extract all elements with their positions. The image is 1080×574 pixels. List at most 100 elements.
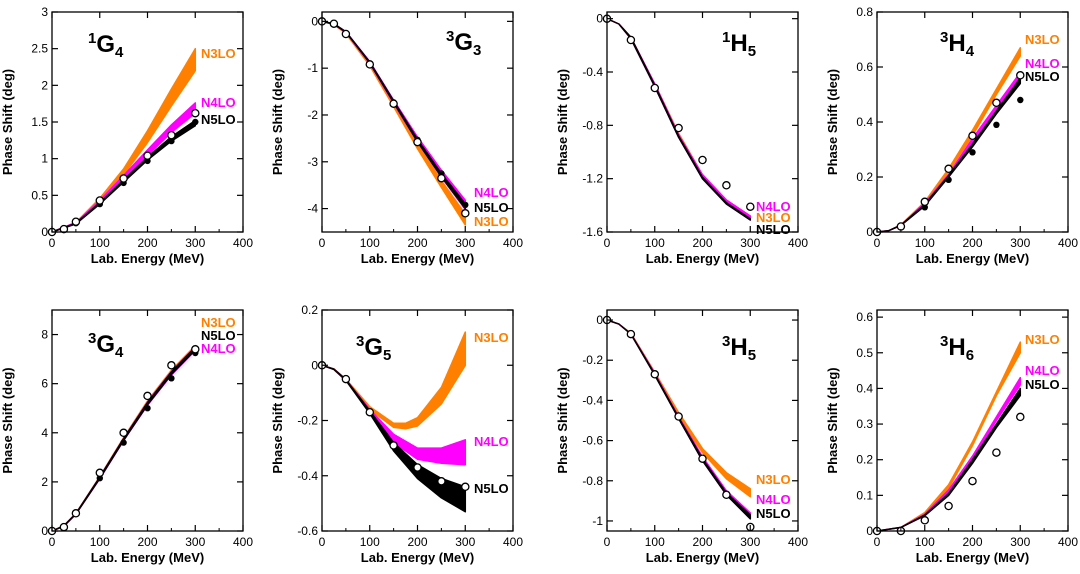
x-tick-label: 400 [788,535,808,549]
x-tick-label: 0 [319,236,326,250]
x-tick-label: 400 [233,236,253,250]
y-tick-label: -1.6 [582,225,603,239]
band-n4lo [606,17,752,221]
point-open [59,224,69,234]
point-open [437,477,446,486]
band-n3lo [321,20,467,226]
y-tick-label: 0.3 [856,417,873,431]
y-tick-label: -0.8 [582,474,603,488]
x-tick-label: 200 [137,236,157,250]
y-tick-label: 0.5 [31,188,48,202]
panel-title: 1H5 [722,29,756,60]
y-tick-label: -0.2 [297,414,318,428]
x-tick-label: 300 [455,236,475,250]
x-tick-label: 200 [692,535,712,549]
legend-n3lo: N3LO [201,315,236,330]
x-tick-label: 100 [915,236,935,250]
x-tick-label: 300 [740,535,760,549]
panel-title: 3H4 [940,29,975,60]
y-tick-label: -0.4 [297,469,318,483]
point-open [674,123,683,133]
point-open [626,329,636,339]
y-axis-label: Phase Shift (deg) [270,69,285,175]
band-n5lo [876,77,1022,233]
x-tick-label: 100 [90,236,110,250]
point-filled [993,121,1000,128]
legend-n5lo: N5LO [474,481,509,496]
point-open [365,60,375,69]
y-tick-label: -3 [307,155,318,169]
y-tick-label: 0 [596,313,603,327]
x-tick-label: 0 [874,535,881,549]
x-tick-label: 0 [604,236,611,250]
legend-n5lo: N5LO [201,328,236,343]
band-n3lo [876,341,1022,532]
point-open [191,108,200,118]
y-tick-label: -0.6 [297,524,318,538]
x-tick-label: 100 [645,535,665,549]
band-n5lo [876,387,1022,532]
band-n5lo [321,364,467,513]
legend-n5lo: N5LO [1025,377,1060,392]
x-tick-label: 200 [962,236,982,250]
x-tick-label: 100 [360,236,380,250]
y-tick-label: 0.4 [856,381,873,395]
y-tick-label: 3 [41,5,48,19]
point-open [143,391,152,401]
x-tick-label: 0 [604,535,611,549]
panel-title: 3G4 [88,330,124,361]
panel-title: 3G5 [356,333,391,364]
y-tick-label: 0.6 [856,310,873,324]
point-open [143,151,152,160]
y-axis-label: Phase Shift (deg) [825,367,840,473]
point-filled [120,439,127,446]
point-open [413,463,422,472]
x-tick-label: 200 [407,535,427,549]
point-open [722,490,731,500]
legend-n4lo: N4LO [756,492,791,507]
point-open [191,345,200,354]
point-open [167,361,176,370]
x-tick-label: 300 [455,535,475,549]
point-filled [144,405,151,412]
y-tick-label: 2 [41,475,48,489]
y-tick-label: 2 [41,78,48,92]
panel-3: 0 100 200 300 400 0 -0.4 -0.8 -1.2 -1.6 Lab. Energ… [555,11,808,266]
panel-2: 0 100 200 300 400 0 -1 -2 -3 -4 Lab. Energy (MeV) P… [270,11,523,266]
x-tick-label: 400 [503,236,523,250]
y-tick-label: 2.5 [31,42,48,56]
panel-1: 0 100 200 300 400 0 0.5 1 1.5 2 2.5 3 Lab. Energy (M… [0,5,253,266]
x-tick-label: 300 [1010,236,1030,250]
x-axis-label: Lab. Energy (MeV) [916,251,1029,266]
panel-title: 3H6 [940,333,974,364]
legend-n3lo: N3LO [1025,32,1060,47]
legend-n5lo: N5LO [201,112,236,127]
point-filled [969,149,976,156]
point-filled [1017,96,1024,104]
y-axis-label: Phase Shift (deg) [555,69,570,175]
y-tick-label: -1.2 [582,172,603,186]
x-tick-label: 400 [233,535,253,549]
y-tick-label: -0.4 [582,65,603,79]
point-open [968,476,977,486]
panel-7: 0 100 200 300 400 0 -0.2 -0.4 -0.6 -0.8 -1 Lab. Ene… [555,309,808,565]
panel-title: 3H5 [722,333,756,364]
point-open [461,209,470,218]
legend-n4lo: N4LO [474,434,509,449]
point-open [944,164,953,174]
point-open [698,155,707,165]
y-tick-label: 0.2 [856,453,873,467]
legend-n4lo: N4LO [1025,363,1060,378]
point-open [650,83,660,93]
legend-n3lo: N3LO [201,46,236,61]
x-tick-label: 0 [319,535,326,549]
point-open [329,19,339,28]
y-axis-label: Phase Shift (deg) [0,367,15,473]
y-tick-label: 0 [41,524,48,538]
legend-n4lo: N4LO [1025,56,1060,71]
point-filled [168,375,175,382]
point-open [119,174,128,183]
x-tick-label: 100 [360,535,380,549]
point-open [167,130,176,140]
